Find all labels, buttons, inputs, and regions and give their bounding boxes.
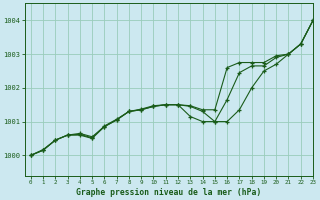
X-axis label: Graphe pression niveau de la mer (hPa): Graphe pression niveau de la mer (hPa) xyxy=(76,188,261,197)
